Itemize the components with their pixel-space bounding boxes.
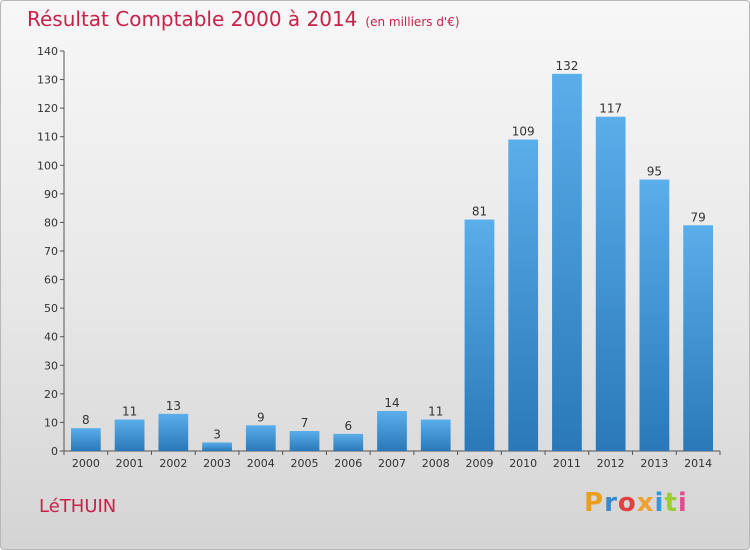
- x-tick-label: 2004: [247, 457, 275, 470]
- logo-letter: r: [604, 488, 618, 518]
- data-label-2011: 132: [555, 59, 578, 73]
- bar-2003: [202, 442, 232, 451]
- y-axis: 0 10 20 30 40 50 60 70 80 90 100 110 120 130 140: [37, 45, 65, 458]
- x-tick-label: 2010: [509, 457, 537, 470]
- data-label-2013: 95: [647, 165, 662, 179]
- data-label-2004: 9: [257, 410, 265, 424]
- y-tick-label: 20: [44, 388, 58, 401]
- bar-2006: [333, 433, 364, 451]
- logo-letter: x: [636, 488, 655, 518]
- bars: [70, 73, 714, 452]
- data-label-2008: 11: [428, 405, 443, 419]
- logo-letter: i: [677, 488, 688, 518]
- y-tick-label: 140: [37, 45, 58, 58]
- x-tick-label: 2009: [465, 457, 493, 470]
- data-label-2010: 109: [512, 125, 535, 139]
- y-tick-label: 40: [44, 331, 58, 344]
- data-label-2001: 11: [122, 405, 137, 419]
- x-tick-label: 2008: [422, 457, 450, 470]
- bar-2004: [245, 425, 276, 451]
- x-tick-label: 2006: [334, 457, 362, 470]
- logo-letter: i: [654, 488, 665, 518]
- x-tick-label: 2012: [597, 457, 625, 470]
- y-tick-label: 130: [37, 74, 58, 87]
- logo-letter: P: [584, 488, 605, 518]
- data-label-2007: 14: [384, 396, 399, 410]
- data-label-2012: 117: [599, 102, 622, 116]
- x-tick-label: 2001: [116, 457, 144, 470]
- bar-2009: [464, 219, 495, 451]
- chart-subtitle: (en milliers d'€): [365, 15, 460, 29]
- proxiti-logo: Proxiti: [584, 488, 688, 518]
- y-tick-label: 120: [37, 102, 58, 115]
- x-tick-label: 2011: [553, 457, 581, 470]
- logo-letter: t: [664, 488, 678, 518]
- x-axis: 2000 2001 2002 2003 2004 2005 2006 2007 2008 2009…: [60, 450, 721, 470]
- logo-letter: o: [617, 488, 637, 518]
- x-tick-label: 2002: [159, 457, 187, 470]
- bar-2000: [70, 428, 101, 451]
- data-labels: 8 11 13 3 9 7 6 14 11 81 109 132 117 95 79: [82, 59, 706, 442]
- bar-2007: [377, 411, 407, 451]
- y-tick-label: 80: [44, 216, 58, 229]
- commune-name: LéTHUIN: [39, 496, 117, 517]
- data-label-2005: 7: [301, 416, 309, 430]
- y-tick-label: 30: [44, 359, 58, 372]
- bar-2001: [114, 419, 145, 451]
- bar-2013: [639, 179, 670, 452]
- chart-title-text: Résultat Comptable 2000 à 2014: [27, 7, 358, 31]
- data-label-2006: 6: [344, 419, 352, 433]
- x-tick-label: 2000: [72, 457, 100, 470]
- bar-2008: [420, 419, 451, 451]
- data-label-2009: 81: [472, 205, 487, 219]
- y-tick-label: 50: [44, 302, 58, 315]
- y-tick-label: 110: [37, 131, 58, 144]
- y-tick-label: 60: [44, 274, 58, 287]
- x-tick-label: 2003: [203, 457, 231, 470]
- x-tick-label: 2005: [291, 457, 319, 470]
- chart-title: Résultat Comptable 2000 à 2014 (en millie…: [27, 7, 460, 31]
- x-tick-label: 2014: [684, 457, 712, 470]
- y-tick-label: 70: [44, 245, 58, 258]
- data-label-2003: 3: [213, 427, 221, 441]
- data-label-2002: 13: [166, 399, 181, 413]
- y-tick-label: 90: [44, 188, 58, 201]
- bar-2010: [508, 139, 539, 452]
- bar-2005: [289, 431, 320, 451]
- bar-2012: [595, 116, 626, 451]
- bar-2002: [158, 413, 189, 451]
- bar-2011: [552, 73, 582, 451]
- data-label-2014: 79: [690, 210, 705, 224]
- x-tick-label: 2013: [640, 457, 668, 470]
- y-tick-label: 0: [51, 445, 58, 458]
- y-tick-label: 10: [44, 416, 58, 429]
- data-label-2000: 8: [82, 413, 90, 427]
- bar-2014: [683, 225, 714, 451]
- x-tick-label: 2007: [378, 457, 406, 470]
- y-tick-label: 100: [37, 159, 58, 172]
